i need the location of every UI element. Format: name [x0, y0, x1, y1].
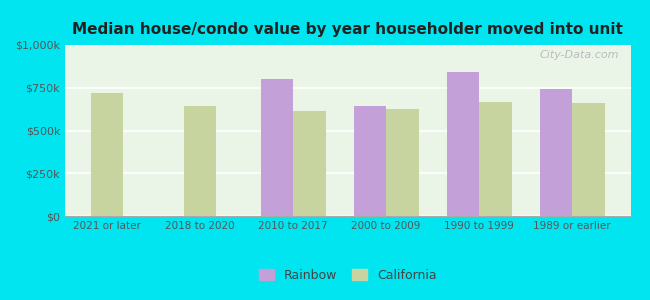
Bar — [479, 102, 512, 216]
Bar — [572, 103, 604, 216]
Bar — [91, 93, 124, 216]
Bar — [447, 71, 479, 216]
Bar — [261, 79, 293, 216]
Title: Median house/condo value by year householder moved into unit: Median house/condo value by year househo… — [72, 22, 623, 37]
Bar — [293, 111, 326, 216]
Text: City-Data.com: City-Data.com — [540, 50, 619, 60]
Bar — [184, 106, 216, 216]
Bar — [354, 106, 386, 216]
Bar — [540, 88, 572, 216]
Legend: Rainbow, California: Rainbow, California — [259, 268, 437, 282]
Bar — [386, 109, 419, 216]
